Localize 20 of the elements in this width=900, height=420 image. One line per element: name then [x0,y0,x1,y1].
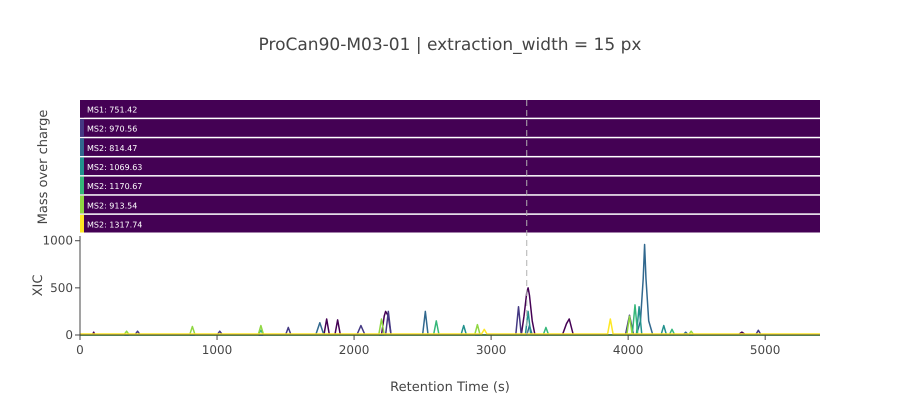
y-tick-label: 0 [65,328,73,342]
legend-label: MS2: 814.47 [87,144,138,153]
x-tick-label: 3000 [476,343,506,357]
x-tick-label: 0 [76,343,84,357]
x-axis-title: Retention Time (s) [390,380,510,395]
y-tick-label: 500 [50,280,73,295]
legend-title: Mass over charge [36,110,51,224]
legend-label: MS2: 970.56 [87,124,138,134]
legend-label: MS1: 751.42 [87,106,138,115]
x-tick-label: 4000 [612,343,644,357]
x-tick-label: 2000 [338,343,370,357]
y-tick-label: 1000 [42,234,73,248]
legend-label: MS2: 1317.74 [87,220,142,230]
legend-label: MS2: 913.54 [87,201,138,210]
x-tick-label: 5000 [750,343,780,357]
legend-label: MS2: 1069.63 [87,163,142,172]
legend-label: MS2: 1170.67 [87,182,142,192]
x-tick-label: 1000 [202,343,232,357]
y-axis-title: XIC [31,274,46,296]
chart-title: ProCan90-M03-01 | extraction_width = 15 px [258,35,642,55]
